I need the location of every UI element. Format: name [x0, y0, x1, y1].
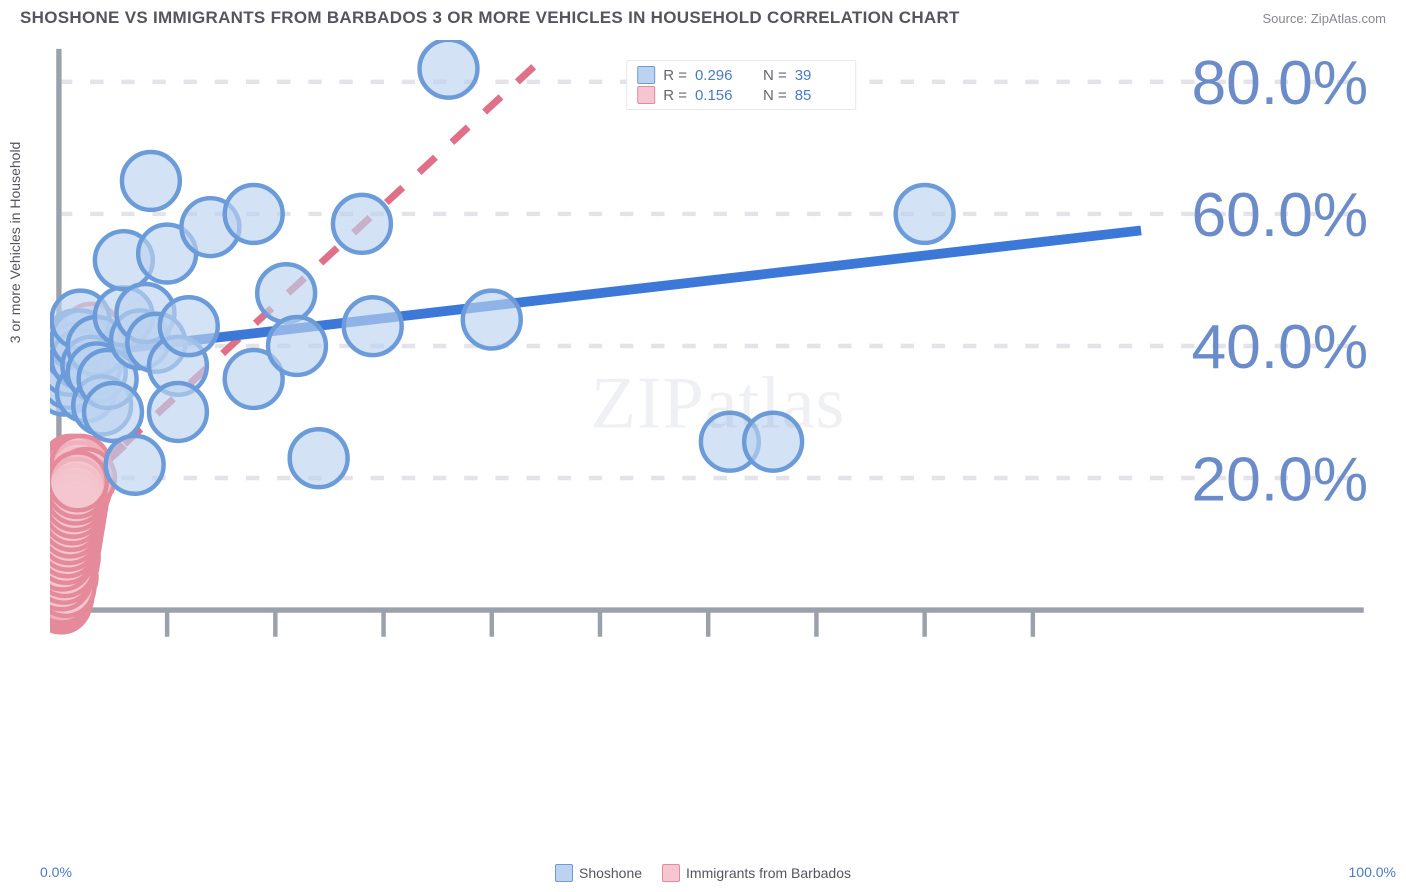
legend-label: Immigrants from Barbados [686, 865, 851, 881]
source-label: Source: ZipAtlas.com [1262, 11, 1386, 26]
legend-swatch-icon [555, 864, 573, 882]
correlation-legend: R = 0.296 N = 39 R = 0.156 N = 85 [626, 60, 856, 110]
n-label: N = [763, 67, 787, 84]
correlation-row: R = 0.156 N = 85 [637, 85, 845, 105]
r-label: R = [663, 67, 687, 84]
legend-swatch-icon [637, 86, 655, 104]
svg-text:60.0%: 60.0% [1191, 181, 1368, 250]
n-value: 39 [795, 67, 845, 84]
chart-area: 3 or more Vehicles in Household 20.0%40.… [50, 40, 1386, 832]
legend-item: Immigrants from Barbados [662, 864, 851, 882]
svg-text:80.0%: 80.0% [1191, 49, 1368, 118]
header: SHOSHONE VS IMMIGRANTS FROM BARBADOS 3 O… [0, 0, 1406, 32]
legend-swatch-icon [637, 66, 655, 84]
n-label: N = [763, 87, 787, 104]
bottom-legend: Shoshone Immigrants from Barbados [0, 864, 1406, 882]
chart-title: SHOSHONE VS IMMIGRANTS FROM BARBADOS 3 O… [20, 8, 960, 28]
r-value: 0.296 [695, 67, 745, 84]
legend-swatch-icon [662, 864, 680, 882]
svg-text:40.0%: 40.0% [1191, 313, 1368, 382]
legend-item: Shoshone [555, 864, 642, 882]
y-axis-label: 3 or more Vehicles in Household [7, 142, 23, 344]
r-value: 0.156 [695, 87, 745, 104]
correlation-row: R = 0.296 N = 39 [637, 65, 845, 85]
legend-label: Shoshone [579, 865, 642, 881]
scatter-plot: 20.0% 40.0% 60.0% 80.0% [50, 40, 1386, 708]
n-value: 85 [795, 87, 845, 104]
svg-text:20.0%: 20.0% [1191, 445, 1368, 514]
r-label: R = [663, 87, 687, 104]
